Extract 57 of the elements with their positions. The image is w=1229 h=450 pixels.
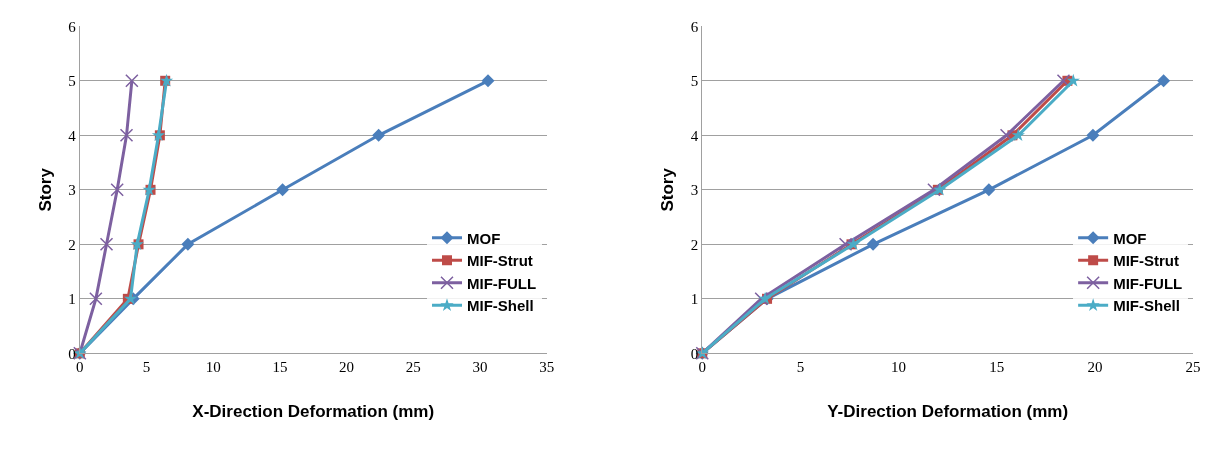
y-tick-label: 0	[68, 345, 76, 362]
y-tick-label: 4	[690, 127, 699, 144]
y-tick-label: 5	[68, 73, 76, 90]
point	[125, 74, 139, 88]
legend-label: MOF	[467, 229, 501, 247]
y-tick-label: 4	[68, 127, 77, 144]
legend-label: MIF-Shell	[1113, 297, 1180, 315]
point	[119, 128, 134, 143]
point	[181, 237, 195, 251]
y-tick-label: 6	[690, 18, 699, 35]
y-tick-label: 6	[68, 18, 77, 35]
x-tick-label: 20	[339, 359, 355, 376]
legend-label: MOF	[1113, 229, 1147, 247]
point	[982, 183, 996, 197]
x-tick-label: 10	[205, 359, 221, 376]
point	[110, 183, 124, 197]
point	[866, 237, 880, 251]
x-tick-label: 25	[405, 359, 421, 376]
y-tick-label: 2	[690, 236, 699, 253]
x-tick-label: 30	[472, 359, 488, 376]
x-tick-label: 25	[1185, 359, 1201, 376]
point	[1011, 128, 1025, 141]
point	[481, 74, 495, 88]
point	[846, 237, 861, 250]
point	[99, 237, 114, 252]
x-tick-label: 10	[891, 359, 907, 376]
y-tick-label: 0	[690, 345, 699, 362]
x-axis-title: Y-Direction Deformation (mm)	[827, 401, 1069, 421]
point	[372, 128, 386, 142]
y-axis-title: Story	[35, 167, 55, 212]
y-axis-title: Story	[658, 167, 678, 212]
point	[276, 183, 290, 197]
y-tick-label: 1	[690, 291, 699, 308]
legend-label: MIF-Shell	[467, 297, 534, 315]
point	[1086, 128, 1100, 142]
point	[1056, 74, 1071, 88]
x-tick-label: 15	[272, 359, 288, 376]
y-tick-label: 3	[690, 182, 699, 199]
x-tick-label: 5	[142, 359, 151, 376]
legend-label: MIF-Strut	[467, 252, 533, 270]
point	[933, 182, 947, 196]
x-axis-title: X-Direction Deformation (mm)	[192, 401, 435, 421]
point	[1157, 74, 1171, 88]
point	[89, 292, 103, 306]
point	[1066, 73, 1080, 87]
x-tick-label: 5	[796, 359, 805, 376]
x-tick-label: 20	[1087, 359, 1103, 376]
legend-label: MIF-FULL	[467, 274, 537, 292]
y-tick-label: 3	[68, 182, 76, 199]
legend-label: MIF-FULL	[1113, 274, 1183, 292]
y-tick-label: 2	[68, 236, 76, 253]
point	[838, 237, 853, 252]
y-tick-label: 5	[690, 73, 699, 90]
y-tick-label: 1	[68, 291, 76, 308]
x-tick-label: 15	[989, 359, 1005, 376]
x-tick-label: 35	[539, 359, 555, 376]
legend-label: MIF-Strut	[1113, 252, 1179, 270]
